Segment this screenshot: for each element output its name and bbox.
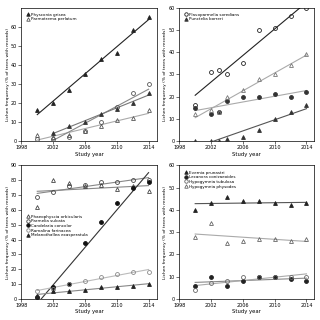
Y-axis label: Lichen frequency (% of trees with records): Lichen frequency (% of trees with record… bbox=[5, 186, 10, 279]
Y-axis label: Lichen frequency (% of trees with records): Lichen frequency (% of trees with record… bbox=[5, 28, 10, 121]
Legend: Physconia grisea, Parmotrema perlatum: Physconia grisea, Parmotrema perlatum bbox=[26, 12, 77, 22]
Y-axis label: Lichen frequency (% of trees with records): Lichen frequency (% of trees with record… bbox=[164, 186, 167, 279]
X-axis label: Study year: Study year bbox=[232, 309, 261, 315]
Legend: Flavoparmelia soredians, Punctelia borreri: Flavoparmelia soredians, Punctelia borre… bbox=[184, 12, 240, 22]
X-axis label: Study year: Study year bbox=[232, 152, 261, 156]
X-axis label: Study year: Study year bbox=[75, 152, 103, 156]
Legend: Evernia prunastri, Lecanora conizaeoides, Hypogymnia tubulosa, Hypogymnia physod: Evernia prunastri, Lecanora conizaeoides… bbox=[184, 170, 236, 189]
Y-axis label: Lichen frequency (% of trees with records): Lichen frequency (% of trees with record… bbox=[164, 28, 167, 121]
X-axis label: Study year: Study year bbox=[75, 309, 103, 315]
Legend: Phaeophyscia orbicularis, Parmelia sulcata, Candelaria concolor, Ramalina farina: Phaeophyscia orbicularis, Parmelia sulca… bbox=[26, 214, 88, 237]
